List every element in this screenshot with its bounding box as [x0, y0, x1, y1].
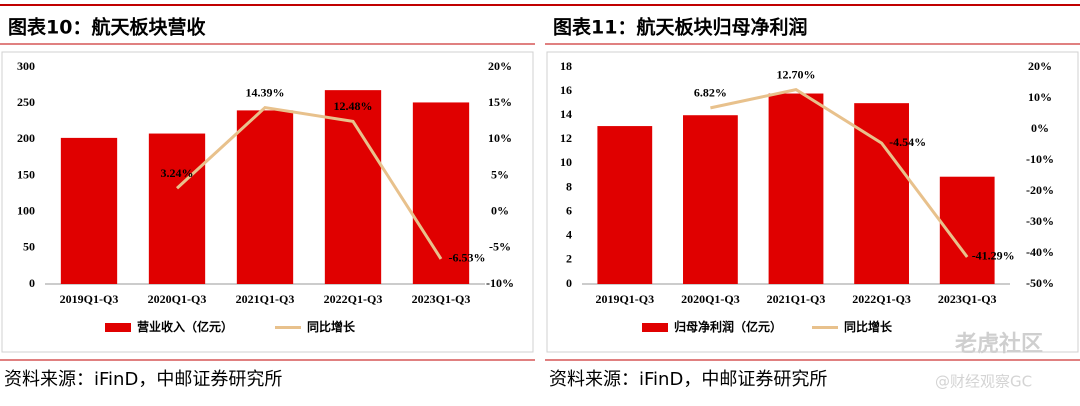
data-label: 3.24% [161, 166, 194, 180]
y2-tick-label: -50% [1026, 276, 1054, 290]
bar [768, 93, 824, 285]
data-label: 14.39% [246, 85, 285, 99]
top-rule [0, 4, 1080, 6]
bar [148, 133, 206, 284]
legend-label: 同比增长 [844, 319, 893, 334]
y2-tick-label: 0% [491, 203, 509, 217]
chart-title: 图表10：航天板块营收 [8, 16, 205, 39]
x-tick-label: 2023Q1-Q3 [938, 292, 997, 306]
y2-tick-label: 10% [488, 131, 512, 145]
y-tick-label: 12 [560, 131, 572, 145]
y2-tick-label: 0% [1031, 121, 1049, 135]
watermark: @财经观察GC [935, 373, 1032, 391]
x-tick-label: 2020Q1-Q3 [148, 292, 207, 306]
data-label: -6.53% [449, 251, 486, 265]
source: 资料来源：iFinD，中邮证券研究所 [549, 369, 827, 390]
line-series [175, 105, 443, 260]
y2-tick-label: 10% [1028, 90, 1052, 104]
legend-swatch [642, 323, 668, 332]
y-tick-label: 18 [560, 59, 572, 73]
y2-tick-label: -20% [1026, 183, 1054, 197]
y-tick-label: 50 [23, 240, 35, 254]
y-tick-label: 16 [560, 83, 572, 97]
x-tick-label: 2019Q1-Q3 [595, 292, 654, 306]
y-tick-label: 150 [17, 167, 35, 181]
bar [236, 110, 294, 285]
y-tick-label: 250 [17, 95, 35, 109]
chart-frame [546, 51, 1079, 353]
data-label: 12.48% [334, 99, 373, 113]
x-tick-label: 2019Q1-Q3 [60, 292, 119, 306]
y-tick-label: 6 [566, 203, 572, 217]
line-series [710, 88, 969, 258]
y-tick-label: 4 [566, 228, 572, 242]
chart-frame [1, 51, 534, 353]
y-tick-label: 10 [560, 155, 572, 169]
x-tick-label: 2022Q1-Q3 [852, 292, 911, 306]
y2-tick-label: -30% [1026, 214, 1054, 228]
x-tick-label: 2023Q1-Q3 [412, 292, 471, 306]
y-tick-label: 8 [566, 179, 572, 193]
y2-tick-label: -40% [1026, 245, 1054, 259]
bar [683, 115, 738, 284]
y-tick-label: 2 [566, 252, 572, 266]
y2-tick-label: -5% [489, 240, 511, 254]
data-label: 6.82% [694, 86, 727, 100]
y2-tick-label: 15% [488, 95, 512, 109]
x-tick-label: 2020Q1-Q3 [681, 292, 740, 306]
x-tick-label: 2021Q1-Q3 [767, 292, 826, 306]
legend-label: 营业收入（亿元） [137, 319, 233, 334]
bar [597, 126, 653, 284]
y2-tick-label: 20% [1028, 59, 1052, 73]
y-tick-label: 0 [29, 276, 35, 290]
y-tick-label: 300 [17, 59, 35, 73]
chart-title: 图表11：航天板块归母净利润 [553, 16, 807, 39]
data-label: -41.29% [972, 249, 1015, 263]
legend-swatch [105, 323, 131, 332]
y2-tick-label: -10% [1026, 152, 1054, 166]
watermark: 老虎社区 [954, 331, 1043, 357]
x-tick-label: 2021Q1-Q3 [236, 292, 295, 306]
y-tick-label: 100 [17, 203, 35, 217]
y2-tick-label: 20% [488, 59, 512, 73]
data-label: 12.70% [777, 67, 816, 81]
y2-tick-label: 5% [491, 167, 509, 181]
data-label: -4.54% [889, 135, 926, 149]
bar [60, 137, 118, 284]
y-tick-label: 14 [560, 107, 572, 121]
legend-label: 归母净利润（亿元） [674, 319, 782, 334]
bar [412, 102, 470, 285]
y-tick-label: 0 [566, 276, 572, 290]
y2-tick-label: -10% [486, 276, 514, 290]
x-tick-label: 2022Q1-Q3 [324, 292, 383, 306]
source: 资料来源：iFinD，中邮证券研究所 [4, 369, 282, 390]
legend-label: 同比增长 [307, 319, 356, 334]
y-tick-label: 200 [17, 131, 35, 145]
